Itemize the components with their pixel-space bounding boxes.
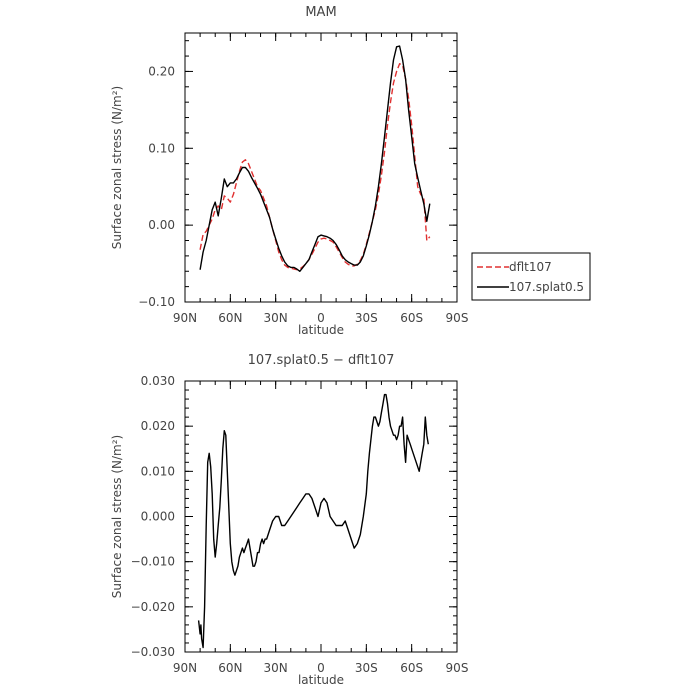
x-tick-label: 60N — [218, 661, 242, 675]
y-axis-label: Surface zonal stress (N/m²) — [110, 86, 124, 250]
legend: dflt107 107.splat0.5 — [471, 252, 591, 301]
x-axis-label: latitude — [298, 673, 344, 687]
x-tick-label: 60S — [400, 661, 423, 675]
y-tick-label: −0.010 — [131, 555, 175, 569]
x-tick-label: 60N — [218, 311, 242, 325]
x-tick-label: 30N — [264, 661, 288, 675]
chart-title: 107.splat0.5 − dflt107 — [248, 353, 395, 368]
y-tick-label: −0.10 — [138, 295, 175, 309]
x-tick-label: 0 — [317, 661, 325, 675]
y-tick-label: 0.20 — [148, 64, 175, 78]
series-line-dflt107 — [199, 63, 431, 271]
y-axis-label: Surface zonal stress (N/m²) — [110, 435, 124, 599]
x-tick-label: 30S — [355, 661, 378, 675]
x-tick-label: 30S — [355, 311, 378, 325]
legend-box — [471, 252, 591, 301]
y-tick-label: 0.000 — [141, 510, 175, 524]
x-axis-label: latitude — [298, 323, 344, 337]
x-tick-label: 90N — [173, 661, 197, 675]
legend-label: dflt107 — [509, 260, 552, 274]
x-tick-label: 30N — [264, 311, 288, 325]
x-tick-label: 0 — [317, 311, 325, 325]
y-tick-label: 0.00 — [148, 218, 175, 232]
x-tick-label: 90N — [173, 311, 197, 325]
y-tick-label: −0.020 — [131, 600, 175, 614]
top-panel: MAM 90N 60N 30N 0 30S 60S 90S −0.10 0.00 0.10 0.20 l… — [110, 5, 468, 337]
plot-frame — [184, 380, 458, 653]
y-tick-label: −0.030 — [131, 645, 175, 659]
y-tick-label: 0.10 — [148, 141, 175, 155]
legend-label: 107.splat0.5 — [509, 280, 584, 294]
y-tick-label: 0.010 — [141, 464, 175, 478]
x-tick-label: 90S — [446, 661, 469, 675]
series-line-series-0 — [197, 393, 429, 649]
x-tick-label: 90S — [446, 311, 469, 325]
y-tick-label: 0.030 — [141, 374, 175, 388]
x-tick-label: 60S — [400, 311, 423, 325]
bottom-panel: 107.splat0.5 − dflt107 90N 60N 30N 0 30S 60S 90… — [110, 353, 468, 687]
y-tick-label: 0.020 — [141, 419, 175, 433]
chart-title: MAM — [305, 5, 336, 20]
series-line-107-splat0-5 — [199, 45, 431, 272]
